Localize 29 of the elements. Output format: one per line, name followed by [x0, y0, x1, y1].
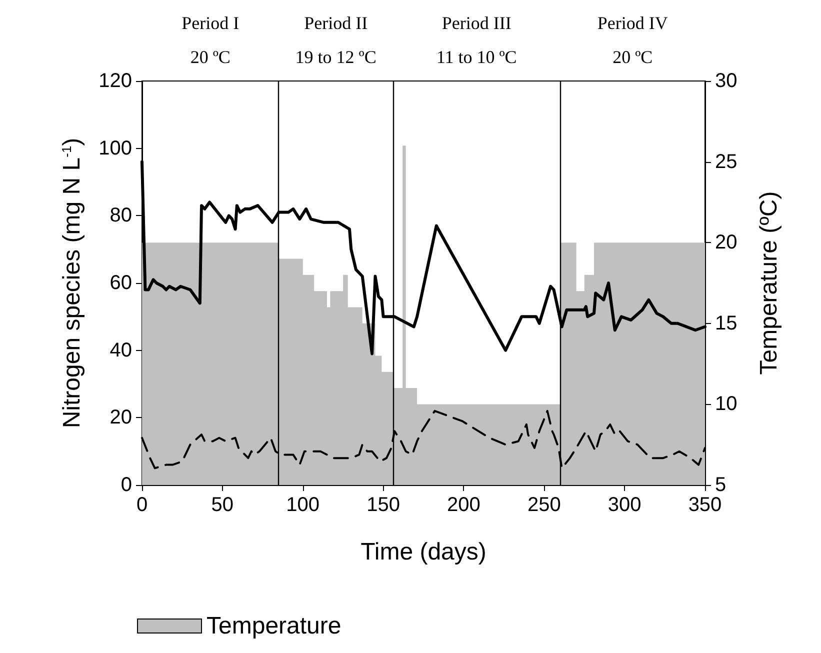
y-tick-label: 100: [98, 137, 132, 160]
x-tick-label: 350: [688, 494, 722, 516]
y2-tick-label: 20: [715, 232, 738, 254]
y2-tick-label: 15: [715, 312, 738, 334]
y2-tick-label: 5: [715, 474, 726, 496]
x-tick-label: 250: [527, 494, 561, 516]
x-tick-label: 150: [366, 494, 400, 516]
y-tick-label: 40: [110, 339, 132, 362]
y-tick-label: 60: [110, 272, 132, 294]
y2-axis-title: Temperature (ºC): [756, 191, 782, 375]
legend-label: Temperature: [206, 612, 342, 640]
text: Period I 20 ºC: [182, 13, 240, 67]
y-tick-label: 80: [110, 204, 132, 227]
x-tick-label: 50: [211, 494, 234, 516]
x-tick-label: 100: [286, 494, 320, 516]
text: Period III 11 to 10 ºC: [436, 13, 517, 67]
y2-tick-label: 30: [715, 70, 738, 92]
y2-tick-label: 10: [715, 393, 738, 416]
y-tick-label: 20: [110, 406, 132, 429]
y-axis-title: Nitrogen species (mg N L-1): [58, 138, 86, 428]
y2-tick-label: 25: [715, 150, 738, 173]
x-axis-title: Time (days): [360, 538, 486, 566]
y-tick-label: 120: [98, 70, 132, 92]
x-tick-label: 300: [608, 494, 642, 516]
y-tick-label: 0: [120, 474, 132, 496]
text: Period IV 20 ºC: [597, 13, 668, 67]
x-tick-label: 200: [447, 494, 480, 516]
x-tick-label: 0: [136, 494, 148, 516]
text: Period II 19 to 12 ºC: [295, 13, 376, 67]
